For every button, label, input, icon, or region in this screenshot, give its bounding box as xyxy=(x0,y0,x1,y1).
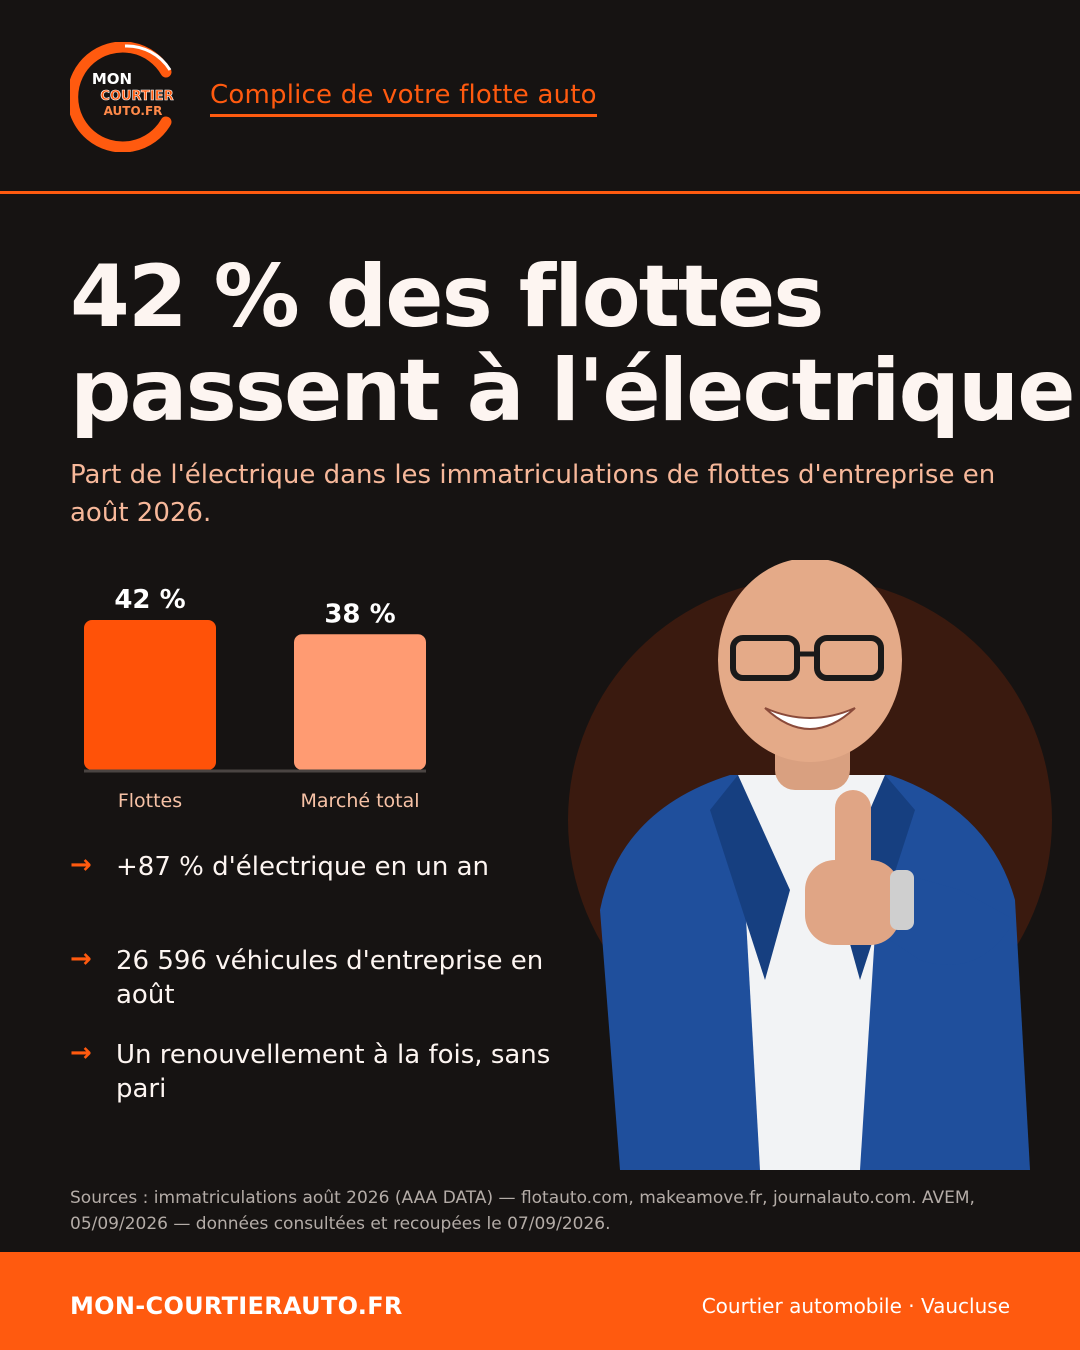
footer: MON-COURTIERAUTO.FR Courtier automobile … xyxy=(0,1252,1080,1350)
logo-text-courtier: COURTIER xyxy=(100,89,173,104)
headline: 42 % des flottes passent à l'électrique xyxy=(70,247,1076,441)
bar-category-label: Flottes xyxy=(118,790,182,812)
bar-1 xyxy=(84,620,216,770)
bar-category-label: Marché total xyxy=(300,790,419,812)
bar-2 xyxy=(294,634,426,770)
logo-text-autofr: AUTO.FR xyxy=(104,104,163,118)
subtitle: Part de l'électrique dans les immatricul… xyxy=(70,460,996,528)
footer-website-link[interactable]: MON-COURTIERAUTO.FR xyxy=(70,1292,403,1320)
sources-note: Sources : immatriculations août 2026 (AA… xyxy=(70,1188,975,1234)
key-figure-text: 26 596 véhicules d'entreprise en août xyxy=(116,946,544,1010)
arrow-right-icon: → xyxy=(70,1038,92,1068)
bar-value-label: 38 % xyxy=(324,599,395,629)
arrow-right-icon: → xyxy=(70,850,92,880)
key-figure-text: Un renouvellement à la fois, sans pari xyxy=(116,1040,551,1104)
arrow-right-icon: → xyxy=(70,944,92,974)
footer-location: Courtier automobile · Vaucluse xyxy=(701,1294,1010,1318)
smiling-man-thumbs-up-photo xyxy=(568,560,1052,1170)
bar-value-label: 42 % xyxy=(114,585,185,615)
key-figure-text: +87 % d'électrique en un an xyxy=(116,852,489,882)
logo-text-mon: MON xyxy=(92,70,132,88)
tagline: Complice de votre flotte auto xyxy=(210,80,597,117)
headline-line-2: passent à l'électrique xyxy=(70,341,1076,441)
headline-line-1: 42 % des flottes xyxy=(70,247,824,347)
header: MON COURTIER AUTO.FR Complice de votre f… xyxy=(0,0,1080,192)
header-divider xyxy=(0,191,1080,194)
brand-logo[interactable]: MON COURTIER AUTO.FR xyxy=(70,42,180,152)
bar-chart: 42 % Flottes 38 % Marché total xyxy=(84,585,426,812)
